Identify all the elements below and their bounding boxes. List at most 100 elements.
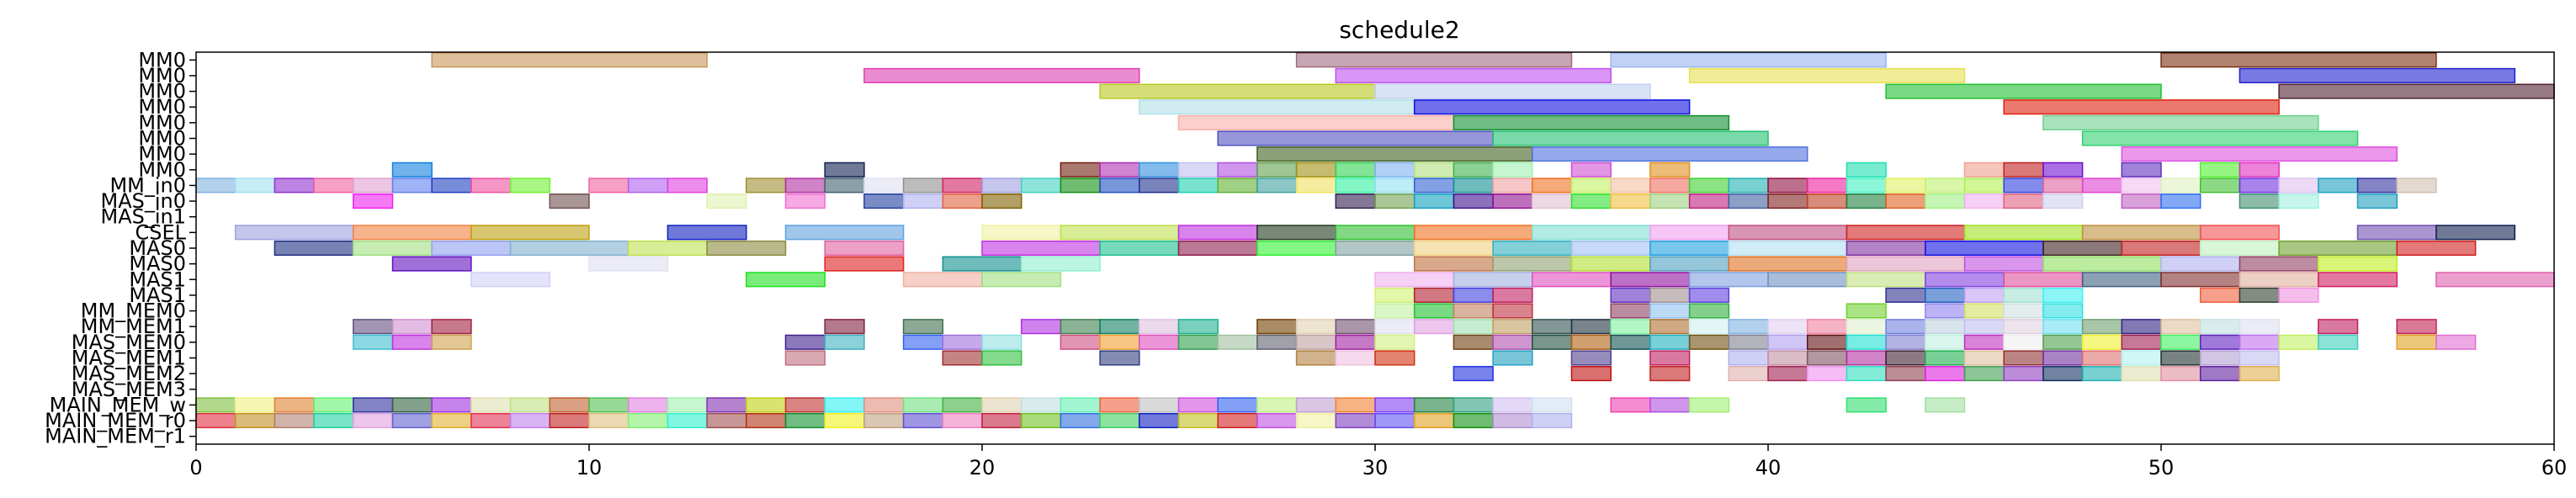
- task-bar: [981, 397, 1022, 413]
- task-bar: [2318, 319, 2359, 335]
- y-tick-label: MM0: [138, 95, 186, 119]
- task-bar: [1335, 240, 1415, 257]
- task-bar: [391, 177, 433, 193]
- task-bar: [353, 240, 433, 257]
- task-bar: [2121, 319, 2162, 335]
- task-bar: [1846, 397, 1887, 413]
- task-bar: [1885, 319, 1926, 335]
- task-bar: [2003, 366, 2044, 382]
- task-bar: [1688, 272, 1769, 288]
- task-bar: [784, 412, 826, 429]
- task-bar: [549, 193, 590, 209]
- task-bar: [1963, 225, 2084, 241]
- task-bar: [1610, 272, 1691, 288]
- task-bar: [1256, 412, 1298, 429]
- task-bar: [2199, 240, 2280, 257]
- task-bar: [706, 397, 747, 413]
- task-bar: [313, 397, 354, 413]
- task-bar: [1413, 397, 1455, 413]
- task-bar: [1335, 350, 1376, 366]
- x-tick-label: 30: [1362, 456, 1389, 479]
- task-bar: [1335, 397, 1376, 413]
- task-bar: [1060, 319, 1101, 335]
- task-bar: [1925, 303, 1966, 319]
- task-bar: [1217, 162, 1258, 177]
- task-bar: [1453, 114, 1730, 130]
- task-bar: [2003, 334, 2044, 350]
- task-bar: [981, 225, 1062, 241]
- task-bar: [1885, 177, 1926, 193]
- task-bar: [2199, 225, 2280, 241]
- task-bar: [1413, 412, 1455, 429]
- y-tick-label: MM_MEM0: [81, 299, 186, 323]
- task-bar: [470, 225, 590, 241]
- task-bar: [1295, 162, 1337, 177]
- task-bar: [2121, 240, 2202, 257]
- task-bar: [2003, 177, 2044, 193]
- task-bar: [1374, 272, 1455, 288]
- task-bar: [1177, 240, 1258, 257]
- task-bar: [1728, 334, 1769, 350]
- task-bar: [391, 334, 433, 350]
- task-bar: [2160, 366, 2202, 382]
- task-bar: [2121, 193, 2162, 209]
- task-bar: [1925, 177, 1966, 193]
- y-tick-label: MM0: [138, 111, 186, 135]
- task-bar: [2435, 225, 2516, 241]
- task-bar: [1295, 397, 1337, 413]
- task-bar: [1335, 177, 1376, 193]
- task-bar: [1335, 319, 1376, 335]
- task-bar: [234, 412, 276, 429]
- task-bar: [1492, 303, 1533, 319]
- task-bar: [391, 162, 433, 177]
- task-bar: [1885, 334, 1926, 350]
- task-bar: [353, 225, 472, 241]
- task-bar: [1177, 225, 1258, 241]
- task-bar: [2318, 334, 2359, 350]
- task-bar: [1925, 397, 1966, 413]
- task-bar: [1099, 83, 1376, 99]
- task-bar: [1060, 397, 1101, 413]
- task-bar: [1925, 240, 2044, 257]
- task-bar: [1728, 256, 1848, 272]
- task-bar: [1532, 412, 1573, 429]
- task-bar: [1453, 412, 1494, 429]
- task-bar: [1295, 177, 1337, 193]
- task-bar: [1806, 177, 1848, 193]
- y-tick-label: MAIN_MEM_r0: [45, 409, 186, 432]
- task-bar: [1453, 162, 1494, 177]
- task-bar: [2042, 319, 2084, 335]
- task-bar: [353, 177, 394, 193]
- task-bar: [1570, 193, 1612, 209]
- task-bar: [2239, 67, 2516, 83]
- x-tick-label: 60: [2541, 456, 2568, 479]
- task-bar: [2396, 177, 2437, 193]
- task-bar: [824, 412, 865, 429]
- task-bar: [391, 397, 433, 413]
- task-bar: [1688, 193, 1730, 209]
- task-bar: [1492, 240, 1573, 257]
- task-bar: [1532, 334, 1573, 350]
- task-bar: [2121, 162, 2162, 177]
- task-bar: [2239, 256, 2319, 272]
- task-bar: [2278, 334, 2319, 350]
- task-bar: [784, 350, 826, 366]
- task-bar: [1453, 177, 1494, 193]
- task-bar: [1963, 303, 2005, 319]
- task-bar: [1492, 319, 1533, 335]
- task-bar: [2042, 114, 2319, 130]
- task-bar: [1099, 177, 1140, 193]
- task-bar: [1295, 319, 1337, 335]
- task-bar: [353, 412, 394, 429]
- task-bar: [2278, 240, 2398, 257]
- x-tick-label: 20: [969, 456, 996, 479]
- task-bar: [1846, 334, 1887, 350]
- task-bar: [2396, 319, 2437, 335]
- task-bar: [1963, 287, 2005, 303]
- task-bar: [470, 412, 512, 429]
- task-bar: [313, 412, 354, 429]
- task-bar: [2081, 272, 2162, 288]
- task-bar: [1335, 193, 1376, 209]
- task-bar: [1060, 412, 1101, 429]
- task-bar: [2042, 366, 2084, 382]
